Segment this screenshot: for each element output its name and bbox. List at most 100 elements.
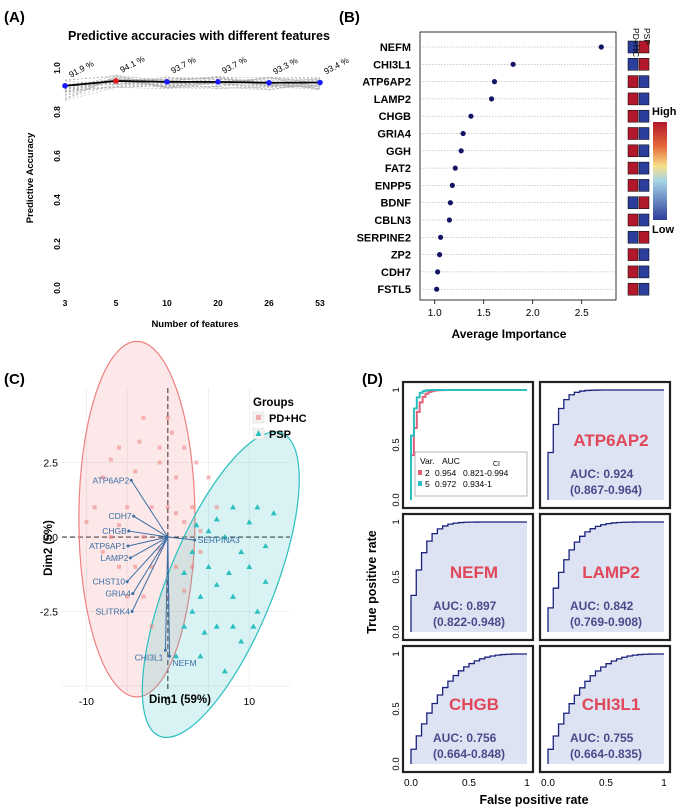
- psp-point: [262, 578, 269, 584]
- legend-auc: 0.954: [435, 468, 457, 478]
- legend-triangle-marker: [255, 430, 262, 436]
- loading-arrow: [128, 530, 168, 538]
- psp-point: [246, 519, 253, 525]
- gene-label: FSTL5: [377, 284, 411, 296]
- importance-point: [437, 234, 444, 240]
- importance-point: [449, 182, 455, 188]
- y-tick-label: 0.2: [52, 238, 62, 250]
- accuracy-point: [113, 78, 119, 84]
- pdhc-point: [100, 475, 105, 480]
- pdhc-point: [149, 624, 154, 629]
- psp-point: [238, 638, 245, 644]
- pdhc-point: [182, 520, 187, 525]
- loading-label: SERPINA3: [198, 535, 240, 545]
- heat-cell-pdhc: [627, 196, 639, 209]
- pdhc-point: [125, 594, 130, 599]
- gene-label: CBLN3: [374, 215, 411, 227]
- pdhc-point: [141, 594, 146, 599]
- loading-arrow-head: [125, 580, 129, 584]
- importance-point: [510, 61, 516, 67]
- heat-cell-pdhc: [627, 75, 639, 88]
- chart-b-legend-high: High: [652, 106, 677, 118]
- roc-area: [411, 522, 527, 632]
- loading-label: ATP6AP1: [89, 541, 126, 551]
- x-tick-label: 10: [243, 696, 255, 708]
- pdhc-point: [198, 529, 203, 534]
- loading-label: CHST10: [93, 577, 126, 587]
- x-tick-label: 2.0: [526, 308, 540, 319]
- heat-cell-pdhc: [627, 265, 639, 279]
- accuracy-point: [215, 79, 221, 85]
- roc-area: [548, 390, 664, 500]
- heat-cell-psp: [638, 40, 650, 54]
- panel-c-chart: ATP6AP2 CDH7 CHGB ATP6AP1 LAMP2 CHST10 GRIA4 SL…: [40, 340, 307, 739]
- background-iteration-line: [64, 78, 321, 101]
- y-tick-label: 0.5: [391, 702, 402, 715]
- heat-cell-psp: [638, 248, 650, 261]
- legend-square-marker: [256, 415, 261, 420]
- psp-point: [197, 653, 204, 659]
- accuracy-point: [317, 79, 323, 86]
- loading-arrow-head: [167, 654, 171, 658]
- psp-point: [213, 623, 220, 629]
- panel-b-chart: NEFM CHI3L1 ATP6AP2 LAMP2 CHGB GRIA4 GGH FAT2 EN…: [357, 28, 677, 341]
- psp-point: [205, 563, 212, 570]
- loading-arrow-head: [193, 538, 197, 542]
- psp-point: [230, 623, 236, 629]
- background-iteration-line: [64, 77, 321, 95]
- legend-label: PSP: [269, 429, 291, 441]
- loading-arrow-head: [132, 514, 136, 518]
- psp-point: [262, 542, 269, 549]
- heat-cell-pdhc: [627, 213, 639, 227]
- chart-b-xticks: 1.0 1.5 2.0 2.5: [428, 300, 589, 319]
- psp-point: [250, 623, 257, 629]
- psp-point: [173, 653, 179, 659]
- pdhc-point: [194, 460, 199, 465]
- heat-cell-pdhc: [627, 282, 639, 296]
- psp-point: [197, 593, 204, 599]
- heat-cell-psp: [638, 213, 650, 227]
- background-iteration-line: [64, 76, 321, 84]
- importance-point: [434, 286, 440, 292]
- importance-point: [460, 130, 466, 137]
- accuracy-point-label: 91.9 %: [67, 58, 95, 79]
- x-tick-label: 0.0: [404, 778, 418, 789]
- x-tick-label: 0: [165, 696, 171, 708]
- heat-cell-psp: [638, 231, 650, 244]
- loading-arrow: [167, 536, 195, 541]
- pdhc-point: [100, 549, 105, 554]
- background-iteration-line: [64, 77, 321, 88]
- marker-gene-label: NEFM: [450, 563, 498, 582]
- heat-cell-pdhc: [627, 144, 639, 158]
- pdhc-point: [92, 505, 97, 510]
- x-tick-label: 1.0: [428, 308, 442, 319]
- psp-point: [225, 569, 232, 575]
- x-tick-label: 0.0: [541, 778, 555, 789]
- chart-a-title: Predictive accuracies with different fea…: [68, 29, 330, 43]
- marker-ci-label: (0.867-0.964): [570, 483, 642, 497]
- background-iteration-line: [64, 79, 321, 89]
- psp-point: [205, 528, 212, 534]
- chart-a-background-lines: [64, 74, 321, 101]
- importance-point: [458, 148, 464, 154]
- legend-auc: 0.972: [435, 479, 457, 489]
- gene-label: CDH7: [381, 267, 411, 279]
- loading-label: CHGB: [102, 526, 127, 536]
- heat-cell-pdhc: [627, 179, 639, 192]
- x-tick-label: 0.5: [462, 778, 476, 789]
- y-tick-label: 1: [391, 519, 402, 524]
- marker-ci-label: (0.769-0.908): [570, 615, 642, 629]
- y-tick-label: 0.5: [391, 570, 402, 583]
- pdhc-point: [133, 564, 138, 569]
- heat-cell-psp: [638, 92, 650, 106]
- marker-auc-label: AUC: 0.924: [570, 467, 634, 481]
- loading-arrow: [127, 536, 168, 547]
- psp-point: [181, 569, 188, 575]
- marker-gene-label: LAMP2: [582, 563, 640, 582]
- chart-c-ylabel: Dim2 (5%): [43, 520, 55, 576]
- loading-label: LAMP2: [101, 553, 129, 563]
- chart-b-legend-gradient: [653, 122, 667, 220]
- gene-label: SERPINE2: [357, 232, 411, 244]
- chart-b-heat-header: PD+HC PSP: [631, 28, 652, 57]
- background-iteration-line: [64, 76, 321, 90]
